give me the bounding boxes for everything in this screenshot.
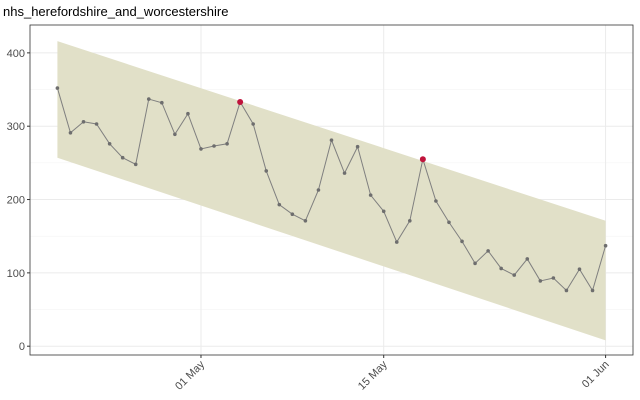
x-tick-label: 01 Jun: [580, 359, 612, 391]
y-tick-label: 100: [7, 268, 25, 280]
point: [199, 147, 203, 151]
y-tick-label: 0: [19, 341, 25, 353]
point: [120, 155, 125, 160]
point: [316, 188, 321, 192]
point: [590, 288, 595, 293]
chart-title: nhs_herefordshire_and_worcestershire: [3, 4, 228, 19]
point: [264, 169, 269, 173]
point: [473, 261, 477, 266]
panel-border: [29, 24, 634, 356]
point: [212, 144, 216, 148]
point: [342, 171, 347, 175]
point: [160, 100, 164, 105]
point: [381, 209, 386, 214]
point: [251, 122, 255, 126]
point: [186, 111, 190, 116]
point: [499, 266, 503, 271]
point: [394, 240, 399, 244]
point: [355, 144, 360, 149]
x-tick-label: 15 May: [356, 358, 390, 392]
point: [107, 142, 112, 146]
point: [368, 193, 373, 197]
highlight-point: [419, 156, 426, 163]
y-tick-label: 200: [7, 195, 25, 207]
point: [525, 257, 530, 261]
point: [290, 212, 295, 216]
x-tick-label: 01 May: [173, 358, 207, 392]
point: [173, 132, 177, 137]
point: [68, 131, 73, 135]
highlight-point: [237, 99, 244, 105]
point: [564, 288, 569, 293]
point: [603, 243, 608, 248]
point: [460, 239, 464, 244]
point: [55, 86, 60, 90]
y-tick-label: 400: [7, 48, 25, 60]
point: [447, 220, 451, 225]
point: [408, 219, 412, 223]
point: [303, 219, 308, 223]
point: [577, 267, 582, 272]
point: [538, 279, 543, 283]
point: [434, 199, 438, 203]
point: [486, 249, 490, 253]
point: [512, 273, 517, 277]
point: [225, 142, 229, 146]
point: [94, 122, 99, 126]
point: [329, 138, 334, 142]
point: [277, 202, 282, 207]
point: [146, 97, 151, 101]
point: [81, 120, 86, 124]
y-tick-label: 300: [7, 121, 25, 133]
prediction-band: [57, 41, 606, 341]
point: [133, 162, 138, 167]
point: [551, 276, 556, 280]
